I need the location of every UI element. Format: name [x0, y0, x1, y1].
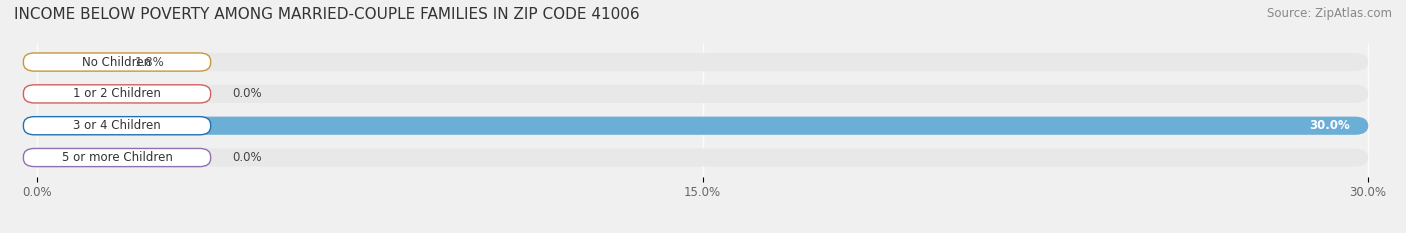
Text: Source: ZipAtlas.com: Source: ZipAtlas.com: [1267, 7, 1392, 20]
FancyBboxPatch shape: [37, 117, 1368, 135]
FancyBboxPatch shape: [37, 117, 1368, 135]
FancyBboxPatch shape: [37, 85, 1368, 103]
Text: 3 or 4 Children: 3 or 4 Children: [73, 119, 160, 132]
Text: 1 or 2 Children: 1 or 2 Children: [73, 87, 160, 100]
FancyBboxPatch shape: [37, 53, 1368, 71]
FancyBboxPatch shape: [24, 117, 211, 135]
Text: 1.8%: 1.8%: [135, 55, 165, 69]
Text: INCOME BELOW POVERTY AMONG MARRIED-COUPLE FAMILIES IN ZIP CODE 41006: INCOME BELOW POVERTY AMONG MARRIED-COUPL…: [14, 7, 640, 22]
FancyBboxPatch shape: [37, 148, 1368, 167]
Text: 0.0%: 0.0%: [232, 151, 262, 164]
FancyBboxPatch shape: [24, 148, 211, 167]
FancyBboxPatch shape: [24, 53, 211, 71]
FancyBboxPatch shape: [24, 85, 211, 103]
Text: No Children: No Children: [83, 55, 152, 69]
Text: 5 or more Children: 5 or more Children: [62, 151, 173, 164]
FancyBboxPatch shape: [37, 53, 118, 71]
Text: 30.0%: 30.0%: [1309, 119, 1350, 132]
Text: 0.0%: 0.0%: [232, 87, 262, 100]
